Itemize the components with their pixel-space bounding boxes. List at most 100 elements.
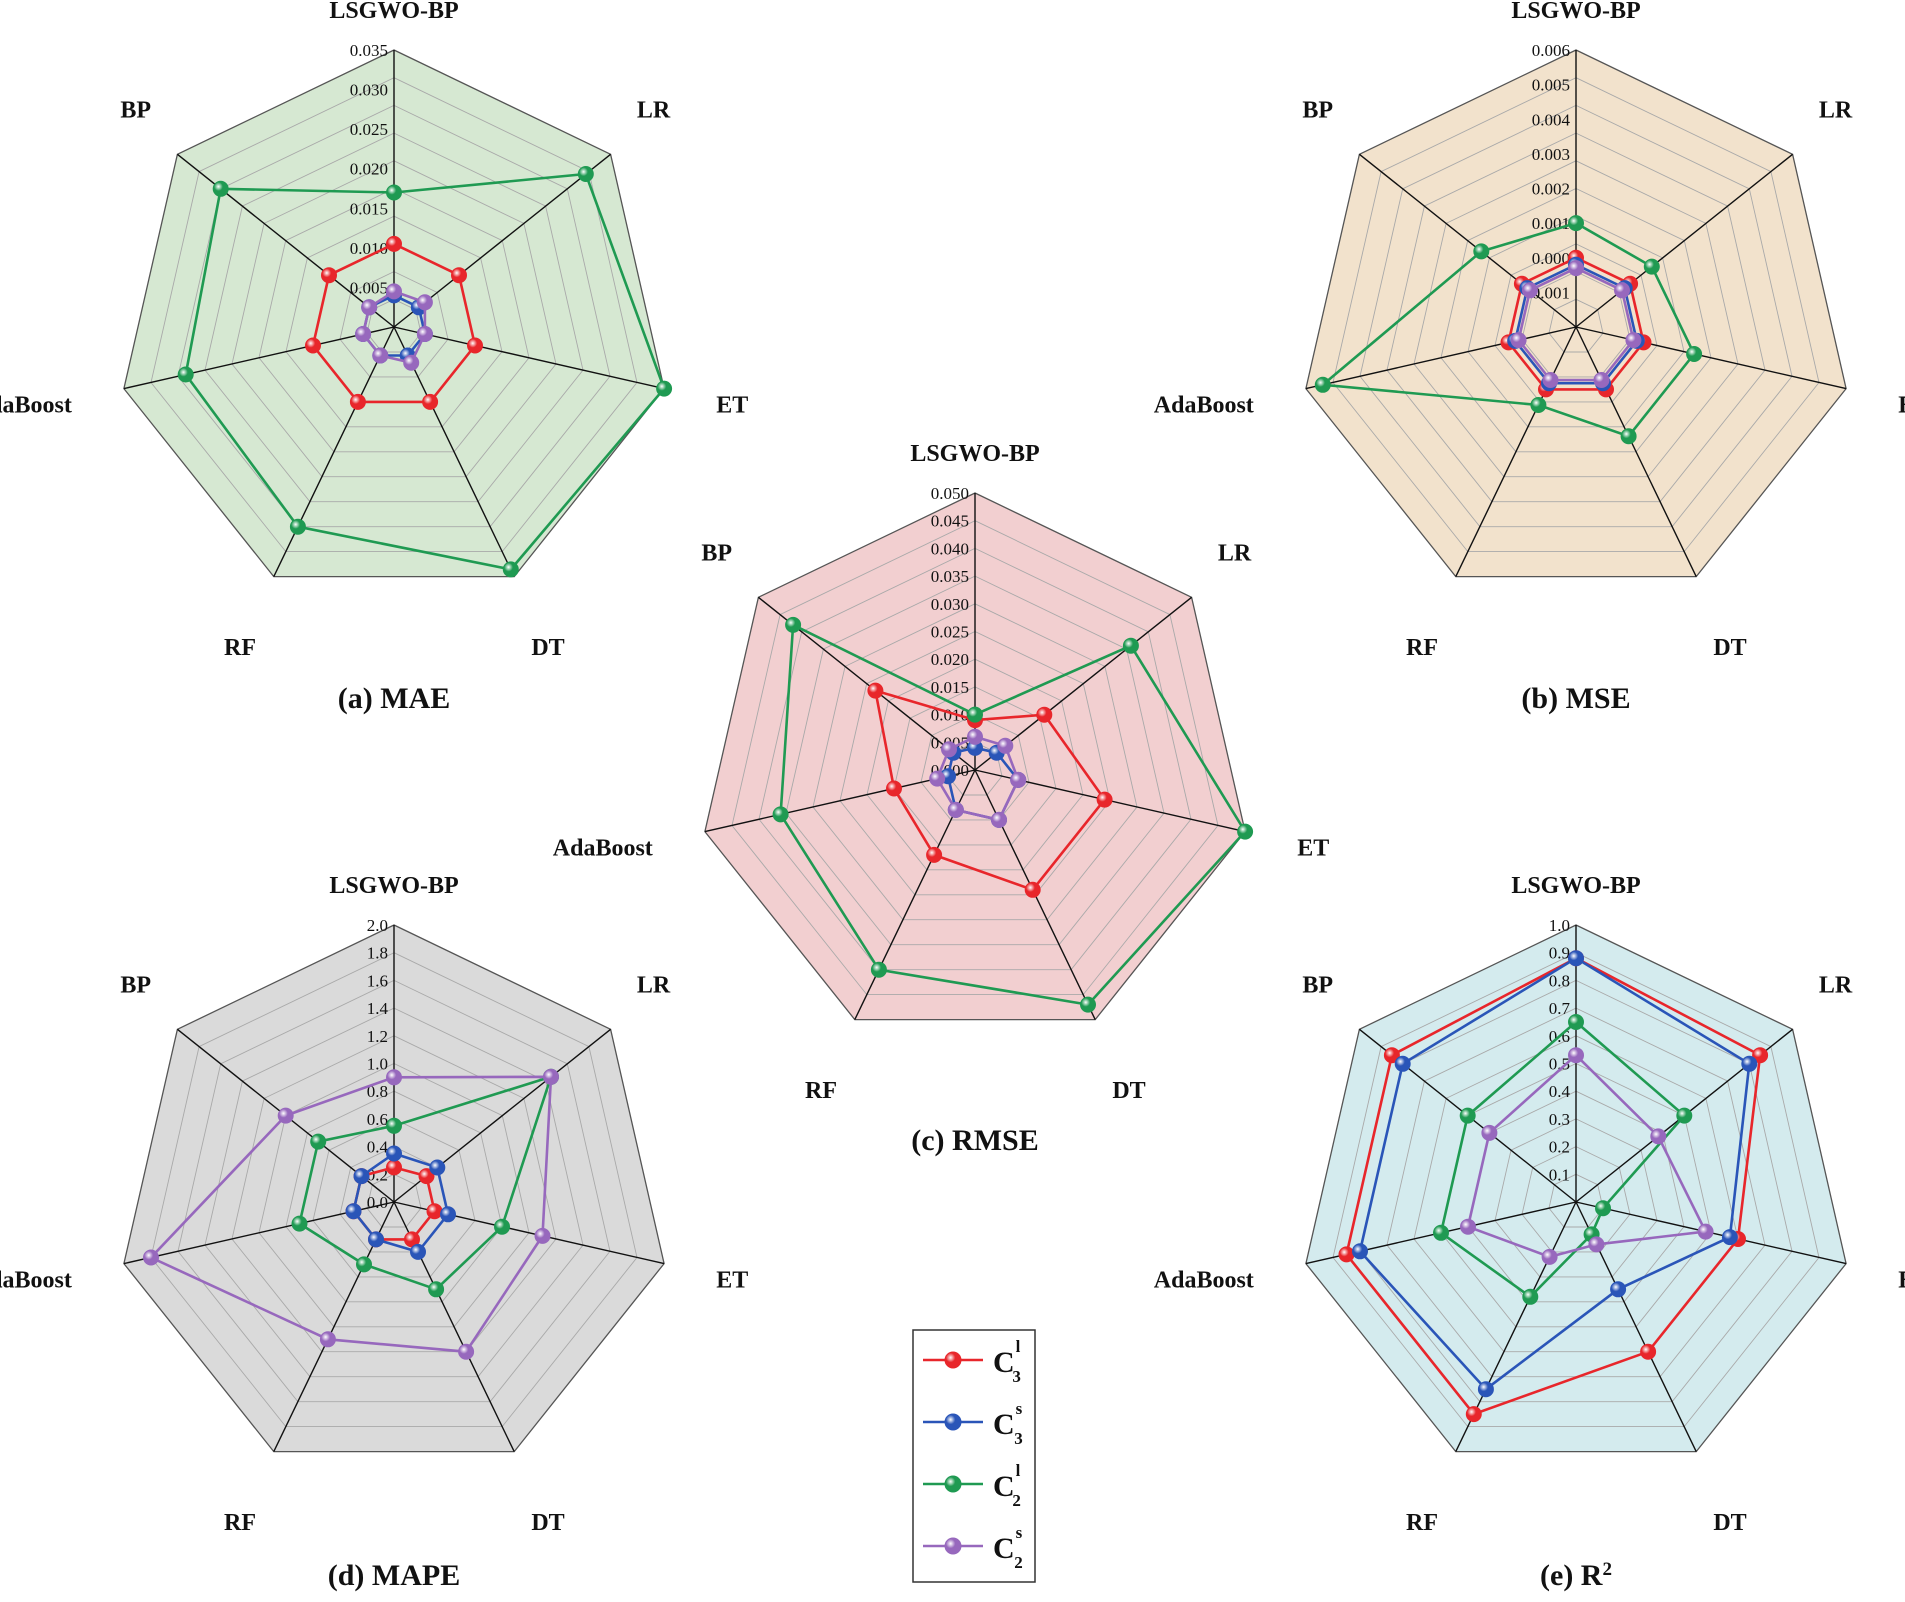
data-point-c2s: [386, 1069, 402, 1086]
category-label: AdaBoost: [553, 836, 653, 862]
data-point-c3l: [349, 393, 366, 410]
tick-label: 1.8: [367, 944, 388, 963]
series-line-c2s: [1466, 1053, 1708, 1259]
data-point-c3l: [1752, 1047, 1769, 1064]
spoke: [1455, 326, 1577, 577]
data-point-c3s: [410, 1243, 426, 1260]
radar-chart-r2: 0.10.20.30.40.50.60.70.80.91.0LSGWO-BPLR…: [1154, 873, 1905, 1592]
grid-ring: [1386, 132, 1766, 503]
tick-label: 0.035: [350, 41, 388, 60]
chart-caption-text: (e) R: [1540, 1559, 1603, 1592]
data-point-c2s: [1010, 771, 1027, 788]
spoke: [1575, 153, 1794, 328]
grid-ring: [1521, 271, 1631, 378]
tick-label: 0.010: [350, 239, 388, 258]
data-point-c2l: [1643, 258, 1660, 275]
data-point-c2l: [386, 184, 402, 201]
grid-ring: [339, 271, 449, 378]
data-point-c2s: [458, 1343, 475, 1360]
grid-ring: [758, 547, 1192, 971]
grid-ring: [1548, 1173, 1604, 1228]
category-label: LR: [1819, 97, 1853, 123]
data-point-c2s: [534, 1227, 551, 1244]
data-point-c2s: [543, 1068, 559, 1085]
category-label: LSGWO-BP: [1511, 873, 1640, 899]
legend-label: Cl 3: [993, 1337, 1021, 1386]
tick-label: 1.4: [367, 999, 389, 1018]
data-point-c3l: [886, 780, 902, 797]
legend: Cl 3 Cs 3 Cl 2 Cs 2: [912, 1329, 1036, 1583]
chart-caption: (b) MSE: [1521, 682, 1630, 715]
tick-label: 0.015: [931, 678, 969, 697]
data-point-c2l: [289, 518, 306, 535]
data-point-c2l: [772, 806, 789, 823]
grid-ring: [731, 520, 1219, 996]
data-point-c2s: [416, 294, 433, 311]
data-point-c3l: [1640, 1343, 1657, 1360]
data-point-c2s: [967, 728, 983, 745]
data-point-c2l: [1459, 1107, 1476, 1124]
category-label: ET: [1898, 393, 1905, 419]
category-label: ET: [716, 1268, 748, 1294]
data-point-c2s: [941, 741, 957, 758]
grid-ring: [1548, 298, 1604, 353]
data-point-c2s: [997, 737, 1014, 754]
tick-label: 0.005: [1532, 76, 1570, 95]
series-line-c2s: [148, 1075, 553, 1354]
category-label: DT: [531, 635, 564, 661]
spoke: [176, 153, 395, 328]
radar-chart-mse: -0.0010.0000.0010.0020.0030.0040.0050.00…: [1154, 0, 1905, 715]
tick-label: 0.003: [1532, 145, 1570, 164]
data-point-c2l: [1620, 428, 1637, 445]
data-point-c2l: [356, 1256, 372, 1273]
data-point-c2s: [1568, 260, 1584, 277]
spoke: [1305, 326, 1577, 390]
grid-ring: [1494, 243, 1658, 403]
category-label: LSGWO-BP: [1511, 0, 1640, 24]
tick-label: 0.025: [931, 623, 969, 642]
category-label: LSGWO-BP: [329, 0, 458, 24]
data-point-c3l: [467, 337, 483, 354]
data-point-c2s: [1614, 282, 1630, 299]
grid-ring: [177, 979, 611, 1403]
chart-caption-text: (d) MAPE: [328, 1559, 460, 1592]
tick-label: 0.035: [931, 567, 969, 586]
series-line-c3s: [1358, 956, 1751, 1391]
category-label: BP: [1302, 972, 1333, 998]
chart-caption: (e) R2: [1540, 1559, 1612, 1593]
series-line-c2l: [1439, 1020, 1687, 1299]
data-point-c3l: [305, 337, 321, 354]
category-label: LR: [1218, 540, 1252, 566]
tick-label: 0.7: [1549, 999, 1571, 1018]
data-point-c3l: [321, 267, 337, 284]
grid-ring: [258, 188, 530, 453]
grid-ring: [150, 952, 638, 1428]
grid-ring: [1332, 77, 1820, 553]
category-label: LSGWO-BP: [910, 441, 1039, 467]
data-point-c2s: [372, 347, 389, 364]
data-point-c2l: [577, 166, 594, 182]
data-point-c3l: [426, 1203, 443, 1220]
legend-marker: [944, 1475, 962, 1493]
spoke: [123, 326, 395, 390]
legend-item-c2s: Cs 2: [923, 1523, 1023, 1572]
data-point-c2l: [1522, 1288, 1539, 1305]
category-label: ET: [716, 393, 748, 419]
data-point-c3l: [1383, 1047, 1400, 1064]
category-label: DT: [1112, 1078, 1145, 1104]
series-line-c2l: [184, 172, 666, 571]
legend-label: Cs 3: [993, 1399, 1023, 1448]
grid-ring: [785, 575, 1165, 946]
data-point-c2s: [1522, 282, 1538, 299]
data-point-c2s: [929, 770, 946, 787]
data-point-c2s: [1481, 1124, 1498, 1141]
data-point-c2s: [143, 1249, 159, 1266]
data-point-c2s: [403, 354, 420, 371]
category-label: ET: [1297, 836, 1329, 862]
data-point-c3l: [1096, 791, 1113, 808]
data-point-c2s: [361, 299, 378, 316]
grid-ring: [366, 1173, 422, 1228]
data-point-c3s: [1721, 1229, 1738, 1246]
data-point-c2s: [1697, 1223, 1714, 1240]
tick-label: 0.9: [1549, 944, 1570, 963]
